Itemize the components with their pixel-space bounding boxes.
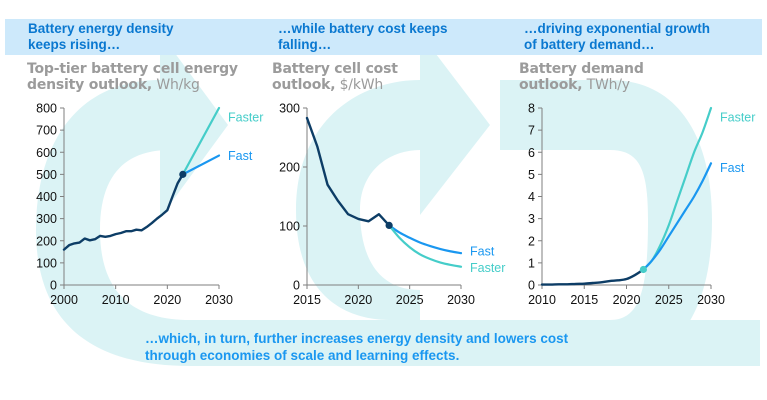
series-line-faster	[181, 106, 221, 176]
chart-energy-density: 0 100 200 300 400 500 600 700 800 2000 2010 2020 203…	[36, 102, 263, 308]
y-tick-label: 3	[528, 212, 535, 226]
subtitle-unit: Wh/kg	[152, 77, 200, 93]
x-tick-label: 2020	[344, 293, 372, 307]
subtitle-line: density outlook,	[27, 77, 153, 93]
x-tick-label: 2030	[697, 293, 725, 307]
series-line-faster	[388, 224, 463, 268]
y-tick-label: 7	[528, 124, 535, 138]
banner-line: falling…	[278, 37, 332, 52]
series-label-fast: Fast	[228, 149, 253, 163]
x-tick-label: 2000	[50, 293, 78, 307]
x-tick-label: 2030	[205, 293, 233, 307]
y-tick-label: 0	[50, 279, 57, 293]
banner-line: …while battery cost keeps	[278, 21, 448, 36]
chart-cost: 0 100 200 300 2015 2020 2025 2030 Fast Faster	[279, 102, 505, 308]
footer-caption: …which, in turn, further increases energ…	[145, 330, 568, 364]
y-tick-label: 700	[36, 124, 57, 138]
subtitle-unit: $/kWh	[335, 77, 384, 93]
footer-line: through economies of scale and learning …	[145, 348, 460, 363]
y-tick-label: 5	[528, 168, 535, 182]
subtitle-line: Battery cell cost	[272, 61, 398, 77]
x-tick-label: 2015	[293, 293, 321, 307]
footer-line: …which, in turn, further increases energ…	[145, 331, 569, 346]
y-tick-label: 200	[279, 161, 300, 175]
y-tick-label: 1	[528, 256, 535, 270]
series-label-fast: Fast	[720, 161, 745, 175]
series-line-faster	[642, 106, 713, 271]
banner-text-demand: …driving exponential growth of battery d…	[524, 21, 710, 53]
x-tick-label: 2020	[153, 293, 181, 307]
banner-text-energy-density: Battery energy density keeps rising…	[28, 21, 174, 53]
subtitle-line: outlook,	[272, 77, 336, 93]
y-tick-label: 100	[279, 220, 300, 234]
x-tick-label: 2025	[655, 293, 683, 307]
banner-line: of battery demand…	[524, 37, 655, 52]
banner-text-cost: …while battery cost keeps falling…	[278, 21, 448, 53]
y-tick-label: 800	[36, 102, 57, 116]
chart-title-energy-density: Top-tier battery cell energy density out…	[27, 61, 238, 93]
x-tick-label: 2025	[396, 293, 424, 307]
chart-title-demand: Battery demand outlook, TWh/y	[519, 61, 644, 93]
series-line-fast	[388, 224, 463, 255]
y-tick-label: 300	[279, 102, 300, 116]
chart-demand: 0 1 2 3 4 5 6 7 8 2010 2015 2020 2025 2030 Faster Fast	[528, 102, 755, 308]
series-line-historical	[305, 116, 391, 227]
banner-line: …driving exponential growth	[524, 21, 711, 36]
x-tick-label: 2030	[447, 293, 475, 307]
subtitle-unit: TWh/y	[582, 77, 630, 93]
x-tick-label: 2015	[570, 293, 598, 307]
series-line-fast	[642, 162, 713, 271]
subtitle-line: outlook,	[519, 77, 583, 93]
subtitle-line: Battery demand	[519, 61, 644, 77]
x-tick-label: 2010	[528, 293, 556, 307]
y-tick-label: 600	[36, 146, 57, 160]
swoosh-arrow-middle	[296, 33, 490, 320]
subtitle-line: Top-tier battery cell energy	[27, 61, 238, 77]
x-tick-label: 2010	[102, 293, 130, 307]
series-line-historical	[62, 173, 185, 251]
y-tick-label: 0	[293, 279, 300, 293]
y-tick-label: 8	[528, 102, 535, 116]
series-line-fast	[181, 154, 221, 176]
y-tick-label: 200	[36, 234, 57, 248]
transition-marker	[385, 221, 393, 230]
y-tick-label: 4	[528, 190, 535, 204]
transition-marker	[179, 170, 187, 178]
y-tick-label: 400	[36, 190, 57, 204]
y-tick-label: 300	[36, 212, 57, 226]
chart-title-cost: Battery cell cost outlook, $/kWh	[272, 61, 398, 93]
transition-marker	[639, 265, 648, 274]
y-tick-label: 0	[528, 279, 535, 293]
y-tick-label: 6	[528, 146, 535, 160]
series-label-fast: Fast	[470, 244, 495, 258]
banner-line: Battery energy density	[28, 21, 174, 36]
series-label-faster: Faster	[470, 261, 505, 275]
swoosh-loop-right	[500, 80, 712, 366]
y-tick-label: 2	[528, 234, 535, 248]
y-tick-label: 100	[36, 256, 57, 270]
banner-line: keeps rising…	[28, 37, 121, 52]
series-line-historical	[540, 268, 645, 286]
x-tick-label: 2020	[613, 293, 641, 307]
series-label-faster: Faster	[720, 110, 755, 124]
swoosh-arrow-left	[36, 33, 760, 366]
y-tick-label: 500	[36, 168, 57, 182]
series-label-faster: Faster	[228, 110, 263, 124]
header-banner	[5, 19, 762, 55]
